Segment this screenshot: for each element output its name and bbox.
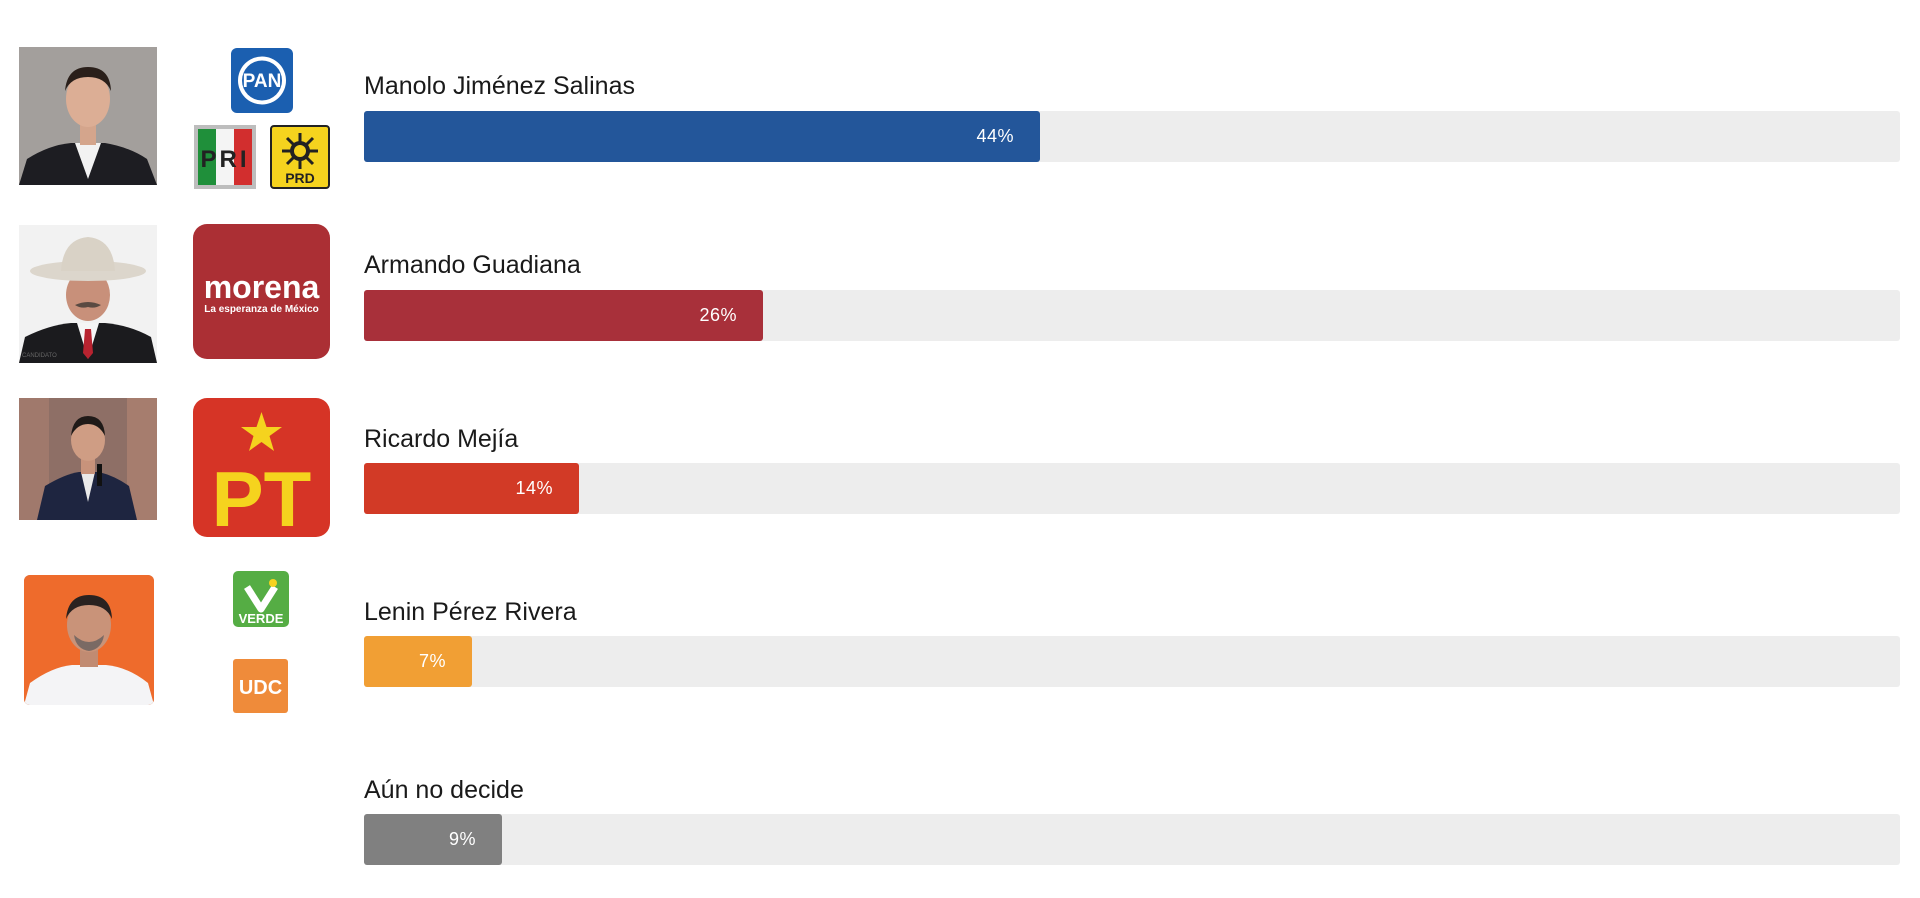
bar-fill [364,463,579,514]
bar-value-label: 44% [976,126,1014,146]
candidate-photo-jimenez [19,47,157,185]
bar-value-label: 9% [448,829,476,849]
bar-fill [364,290,763,341]
prd-logo: PRD [270,125,330,189]
candidate-name: Lenin Pérez Rivera [364,598,577,626]
candidate-photo-guadiana [19,225,157,363]
candidate-name: Ricardo Mejía [364,425,519,453]
pt-logo-text: PT [212,455,312,537]
bar-track: 14% [364,463,1900,514]
prd-logo-text: PRD [285,170,315,186]
morena-logo: morena La esperanza de México [193,224,330,359]
candidate-photo-caption: CANDIDATO [22,353,57,359]
verde-logo-text: VERDE [239,611,284,626]
undecided-label: Aún no decide [364,776,524,804]
bar-value-label: 26% [699,305,737,325]
udc-logo: UDC [233,659,288,713]
pt-logo: PT [193,398,330,537]
udc-logo-text: UDC [239,677,282,699]
bar-track: 7% [364,636,1900,687]
bar-fill [364,814,502,865]
morena-logo-subtext: La esperanza de México [204,304,319,315]
bar-fill [364,111,1040,162]
candidate-name: Armando Guadiana [364,251,581,279]
bar-track: 9% [364,814,1900,865]
candidate-photo-perez [24,575,154,705]
candidate-name: Manolo Jiménez Salinas [364,72,635,100]
pri-logo-text: PRI [200,146,249,173]
pri-logo: PRI [194,125,256,189]
verde-logo: VERDE [233,571,289,627]
pan-logo-text: PAN [243,71,282,92]
bar-fill [364,636,472,687]
bar-value-label: 14% [515,478,553,498]
bar-track: 44% [364,111,1900,162]
bar-value-label: 7% [418,651,446,671]
bar-track: 26% [364,290,1900,341]
candidate-photo-mejia [19,398,157,520]
morena-logo-text: morena [204,269,320,305]
pan-logo: PAN [231,48,293,113]
